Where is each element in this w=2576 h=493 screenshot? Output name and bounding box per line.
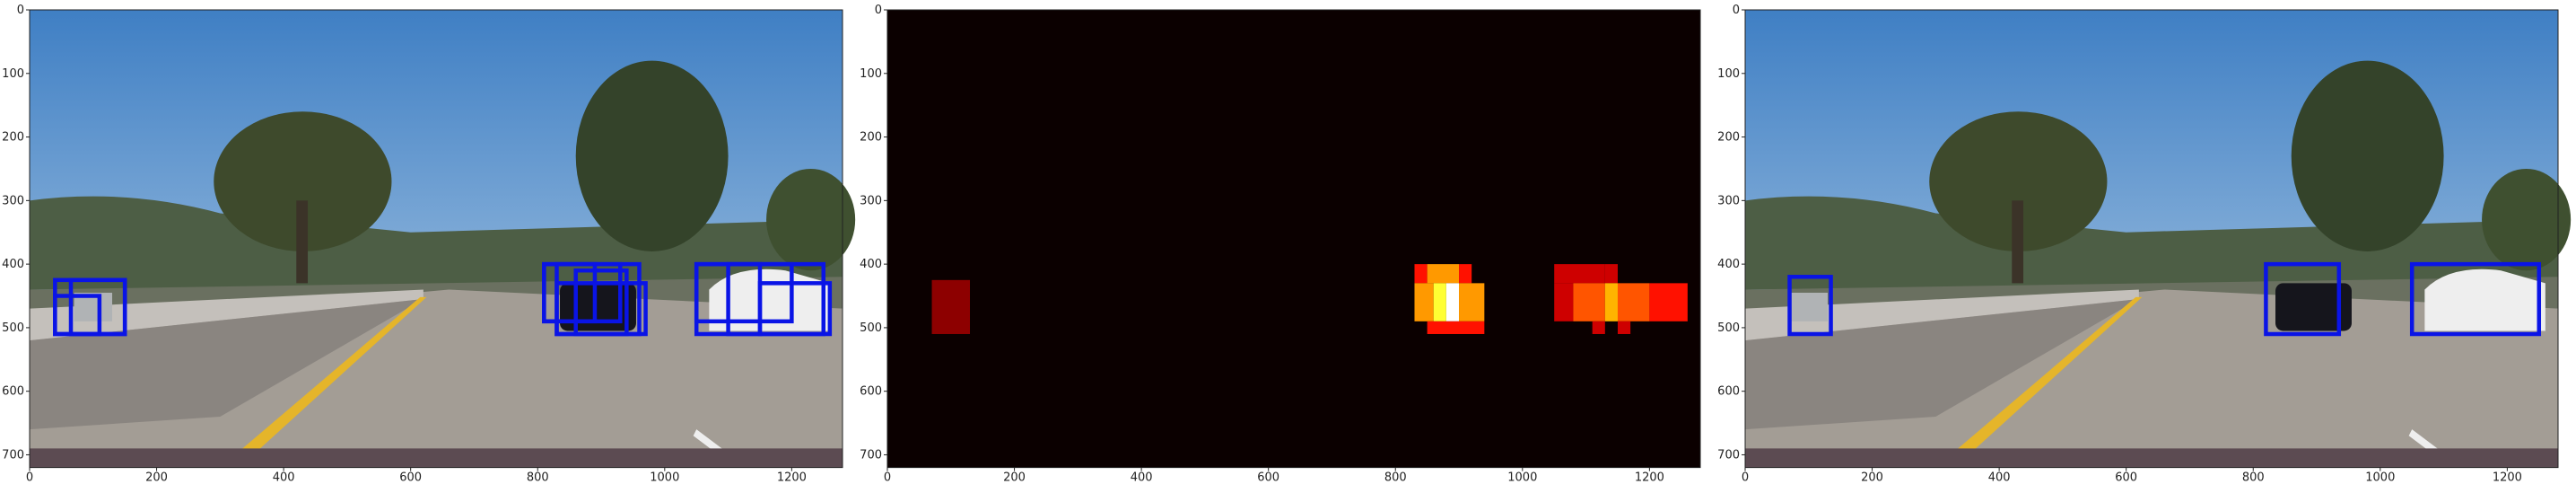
photo <box>1745 10 2572 468</box>
x-tick-label: 400 <box>1988 471 2011 485</box>
detection-box <box>694 261 794 324</box>
heat-cell <box>1554 264 1605 284</box>
x-tick-label: 800 <box>527 471 549 485</box>
y-tick-label: 100 <box>860 67 882 81</box>
detection-box <box>542 261 623 324</box>
heat-cell <box>1592 321 1605 334</box>
heat-cell <box>1433 283 1446 321</box>
heat-cell <box>1554 283 1574 321</box>
axes-frame <box>29 9 843 469</box>
x-tick-label: 1200 <box>2493 471 2522 485</box>
heat-cell <box>1414 283 1434 321</box>
y-tick-label: 0 <box>875 4 882 17</box>
axes-frame <box>886 9 1701 469</box>
x-tick-label: 1000 <box>650 471 679 485</box>
y-tick-label: 0 <box>17 4 24 17</box>
y-tick-label: 100 <box>2 67 24 81</box>
x-tick-label: 600 <box>399 471 422 485</box>
detection-box <box>1787 275 1833 337</box>
x-tick-label: 400 <box>273 471 295 485</box>
x-tick-label: 1200 <box>1635 471 1664 485</box>
y-tick-label: 400 <box>1717 258 1740 271</box>
heat-cell <box>1414 264 1428 284</box>
y-tick-label: 0 <box>1733 4 1740 17</box>
detection-box <box>554 281 648 337</box>
y-tick-label: 200 <box>2 131 24 145</box>
y-tick-label: 700 <box>860 448 882 462</box>
photo <box>30 10 856 468</box>
y-tick-label: 300 <box>860 194 882 207</box>
heat-cell <box>1427 321 1485 334</box>
y-tick-label: 400 <box>2 258 24 271</box>
detection-box <box>2264 261 2342 337</box>
y-tick-label: 700 <box>2 448 24 462</box>
axes-frame <box>1744 9 2559 469</box>
heatmap-background <box>887 10 1700 468</box>
heat-cell <box>1604 264 1618 284</box>
x-tick-label: 1000 <box>1507 471 1537 485</box>
y-tick-label: 300 <box>2 194 24 207</box>
panel: 0 200 400 600 800 1000 1200 0 100 200 300 400 500 600… <box>2 4 856 485</box>
heat-cell <box>1445 283 1460 321</box>
y-tick-label: 500 <box>860 321 882 335</box>
heat-cell <box>1649 283 1688 321</box>
heat-cell <box>1459 283 1485 321</box>
x-tick-label: 0 <box>1742 471 1749 485</box>
y-tick-label: 300 <box>1717 194 1740 207</box>
heat-cell <box>1604 283 1618 321</box>
y-tick-label: 100 <box>1717 67 1740 81</box>
x-tick-label: 0 <box>26 471 33 485</box>
detection-box <box>53 294 102 337</box>
x-tick-label: 200 <box>1003 471 1026 485</box>
heat-cell <box>1617 283 1650 321</box>
x-tick-label: 200 <box>145 471 168 485</box>
y-tick-label: 500 <box>1717 321 1740 335</box>
y-tick-label: 600 <box>2 385 24 399</box>
y-tick-label: 200 <box>1717 131 1740 145</box>
detection-box <box>757 281 833 337</box>
y-tick-label: 500 <box>2 321 24 335</box>
y-tick-label: 700 <box>1717 448 1740 462</box>
heat-cell <box>931 279 971 334</box>
panel: 0 200 400 600 800 1000 1200 0 100 200 300 400 500 600… <box>1717 4 2572 485</box>
y-tick-label: 400 <box>860 258 882 271</box>
x-tick-label: 1200 <box>777 471 807 485</box>
panel: 0 200 400 600 800 1000 1200 0 100 200 300 400 500 600… <box>860 4 1701 485</box>
y-tick-label: 600 <box>860 385 882 399</box>
y-tick-label: 200 <box>860 131 882 145</box>
heat-cell <box>1427 264 1460 284</box>
x-tick-label: 1000 <box>2365 471 2395 485</box>
heat-cell <box>1617 321 1631 334</box>
heat-cell <box>1573 283 1605 321</box>
y-tick-label: 600 <box>1717 385 1740 399</box>
x-tick-label: 800 <box>2242 471 2265 485</box>
x-tick-label: 600 <box>2115 471 2137 485</box>
x-tick-label: 800 <box>1384 471 1407 485</box>
x-tick-label: 600 <box>1257 471 1279 485</box>
x-tick-label: 0 <box>884 471 891 485</box>
heat-cell <box>1459 264 1472 284</box>
x-tick-label: 200 <box>1861 471 1883 485</box>
detection-box <box>2409 261 2542 337</box>
x-tick-label: 400 <box>1131 471 1153 485</box>
